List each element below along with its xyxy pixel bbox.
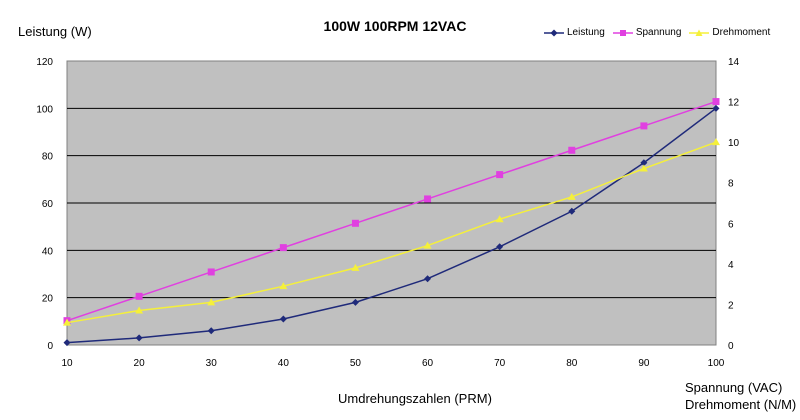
y-tick-label-right: 4 xyxy=(728,260,734,271)
data-point-spannung xyxy=(207,268,215,276)
x-tick-label: 90 xyxy=(638,358,650,369)
legend-label-drehmoment: Drehmoment xyxy=(712,27,771,38)
data-point-spannung xyxy=(279,244,287,252)
x-tick-label: 40 xyxy=(278,358,290,369)
legend-label-spannung: Spannung xyxy=(635,27,682,38)
y-axis-right-label-torque: Drehmoment (N/M) xyxy=(685,397,797,412)
data-point-leistung xyxy=(640,159,648,167)
data-point-drehmoment xyxy=(63,318,71,326)
data-point-drehmoment xyxy=(279,282,288,290)
y-tick-label-left: 0 xyxy=(47,341,53,352)
data-point-leistung xyxy=(135,334,143,342)
data-point-leistung xyxy=(351,298,359,306)
y-tick-label-left: 120 xyxy=(36,57,53,68)
data-point-drehmoment xyxy=(135,306,144,314)
data-point-drehmoment xyxy=(639,164,648,172)
data-point-spannung xyxy=(351,219,359,227)
series-line-spannung xyxy=(66,100,717,322)
y-tick-label-left: 60 xyxy=(42,199,54,210)
grid-lines xyxy=(67,107,716,299)
data-point-leistung xyxy=(63,339,71,347)
legend-label-leistung: Leistung xyxy=(567,27,605,38)
y-tick-label-right: 6 xyxy=(728,219,734,230)
y-tick-label-left: 40 xyxy=(42,246,54,257)
chart-title: 100W 100RPM 12VAC xyxy=(323,18,467,34)
y-tick-label-right: 0 xyxy=(728,341,734,352)
data-point-drehmoment xyxy=(567,192,576,200)
x-tick-label: 70 xyxy=(494,358,506,369)
data-point-leistung xyxy=(568,207,576,215)
legend-item-spannung: Spannung xyxy=(612,27,682,38)
data-point-spannung xyxy=(568,146,576,154)
data-point-leistung xyxy=(712,104,720,112)
series xyxy=(63,98,720,347)
data-point-drehmoment xyxy=(495,215,504,223)
y-tick-label-right: 10 xyxy=(728,138,740,149)
series-line-drehmoment xyxy=(66,141,717,324)
data-point-spannung xyxy=(712,98,720,106)
tick-labels: 0 20 40 60 80 100 120 0 2 4 6 8 10 12 14 10 20 30 40 50 60 70… xyxy=(36,57,739,369)
legend: Leistung Spannung Drehmoment xyxy=(544,27,770,38)
y-tick-label-right: 8 xyxy=(728,179,734,190)
x-tick-label: 20 xyxy=(134,358,146,369)
x-tick-label: 10 xyxy=(61,358,73,369)
y-tick-label-left: 80 xyxy=(42,152,54,163)
data-point-leistung xyxy=(424,275,432,283)
y-tick-label-right: 14 xyxy=(728,57,740,68)
x-tick-label: 50 xyxy=(350,358,362,369)
data-point-drehmoment xyxy=(351,263,360,271)
triangle-marker-icon xyxy=(689,29,710,36)
y-tick-label-right: 12 xyxy=(728,98,740,109)
diamond-marker-icon xyxy=(544,29,564,36)
data-point-drehmoment xyxy=(207,298,216,306)
y-tick-label-left: 100 xyxy=(36,104,53,115)
legend-item-drehmoment: Drehmoment xyxy=(689,27,770,38)
data-point-drehmoment xyxy=(712,138,720,146)
x-tick-label: 30 xyxy=(206,358,218,369)
data-point-spannung xyxy=(640,122,648,130)
series-line-leistung xyxy=(66,107,717,344)
y-axis-right-label-voltage: Spannung (VAC) xyxy=(685,380,783,395)
x-axis-label: Umdrehungszahlen (PRM) xyxy=(338,391,492,406)
data-point-spannung xyxy=(135,292,143,300)
x-tick-label: 60 xyxy=(422,358,434,369)
data-point-drehmoment xyxy=(423,241,432,249)
y-tick-label-right: 2 xyxy=(728,300,734,311)
legend-item-leistung: Leistung xyxy=(544,27,605,38)
data-point-leistung xyxy=(496,243,504,251)
x-tick-label: 80 xyxy=(566,358,578,369)
data-point-leistung xyxy=(279,315,287,323)
data-point-spannung xyxy=(496,171,504,179)
square-marker-icon xyxy=(612,29,633,36)
data-point-spannung xyxy=(424,195,432,203)
y-tick-label-left: 20 xyxy=(42,294,54,305)
data-point-leistung xyxy=(207,327,215,335)
x-tick-label: 100 xyxy=(708,358,725,369)
y-axis-left-label: Leistung (W) xyxy=(18,24,92,39)
